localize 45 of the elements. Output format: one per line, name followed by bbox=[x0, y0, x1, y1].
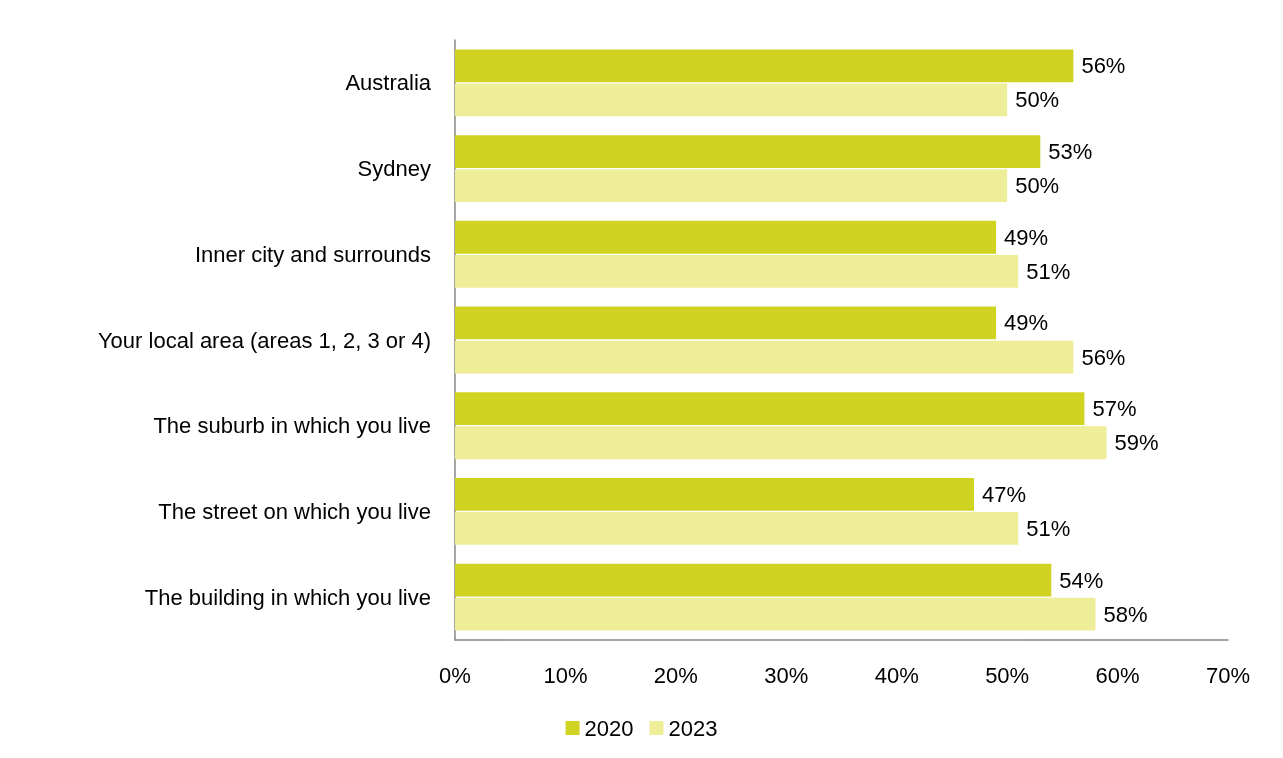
bar bbox=[455, 597, 1096, 631]
x-tick-label: 60% bbox=[1095, 662, 1140, 688]
data-label: 50% bbox=[1015, 173, 1060, 199]
x-tick-label: 50% bbox=[985, 662, 1030, 688]
bar bbox=[455, 169, 1008, 202]
bar bbox=[455, 392, 1085, 426]
y-tick-label: The suburb in which you live bbox=[153, 413, 431, 439]
bar bbox=[455, 135, 1041, 168]
y-tick-label: Sydney bbox=[357, 156, 431, 182]
bar bbox=[455, 340, 1074, 374]
bar bbox=[455, 478, 975, 511]
y-tick-label: The building in which you live bbox=[144, 584, 431, 610]
data-label: 49% bbox=[1004, 310, 1049, 336]
bar bbox=[455, 563, 1052, 597]
data-label: 58% bbox=[1103, 601, 1148, 627]
data-label: 56% bbox=[1081, 53, 1126, 79]
data-label: 56% bbox=[1081, 344, 1126, 370]
data-label: 50% bbox=[1015, 87, 1060, 113]
bar bbox=[455, 254, 1019, 288]
data-label: 53% bbox=[1048, 139, 1093, 165]
y-tick-label: Australia bbox=[345, 70, 432, 96]
y-tick-label: Inner city and surrounds bbox=[194, 241, 431, 267]
bar bbox=[455, 49, 1074, 83]
x-tick-label: 0% bbox=[439, 662, 471, 688]
bar bbox=[455, 220, 997, 254]
x-tick-label: 70% bbox=[1205, 662, 1251, 688]
data-label: 47% bbox=[982, 481, 1027, 507]
y-tick-label: The street on which you live bbox=[158, 498, 431, 524]
data-label: 54% bbox=[1059, 567, 1104, 593]
data-label: 59% bbox=[1114, 430, 1159, 456]
data-label: 51% bbox=[1026, 515, 1071, 541]
data-label: 49% bbox=[1004, 224, 1049, 250]
bar bbox=[455, 306, 997, 340]
data-label: 57% bbox=[1092, 396, 1137, 422]
x-tick-label: 10% bbox=[543, 662, 588, 688]
bar bbox=[455, 83, 1008, 117]
bar bbox=[455, 426, 1107, 460]
legend-label: 2020 bbox=[584, 715, 634, 741]
legend-label: 2023 bbox=[668, 715, 718, 741]
x-tick-label: 40% bbox=[874, 662, 919, 688]
data-label: 51% bbox=[1026, 258, 1071, 284]
y-tick-label: Your local area (areas 1, 2, 3 or 4) bbox=[97, 327, 431, 353]
bar bbox=[455, 512, 1019, 545]
x-tick-label: 20% bbox=[653, 662, 698, 688]
x-tick-label: 30% bbox=[764, 662, 809, 688]
